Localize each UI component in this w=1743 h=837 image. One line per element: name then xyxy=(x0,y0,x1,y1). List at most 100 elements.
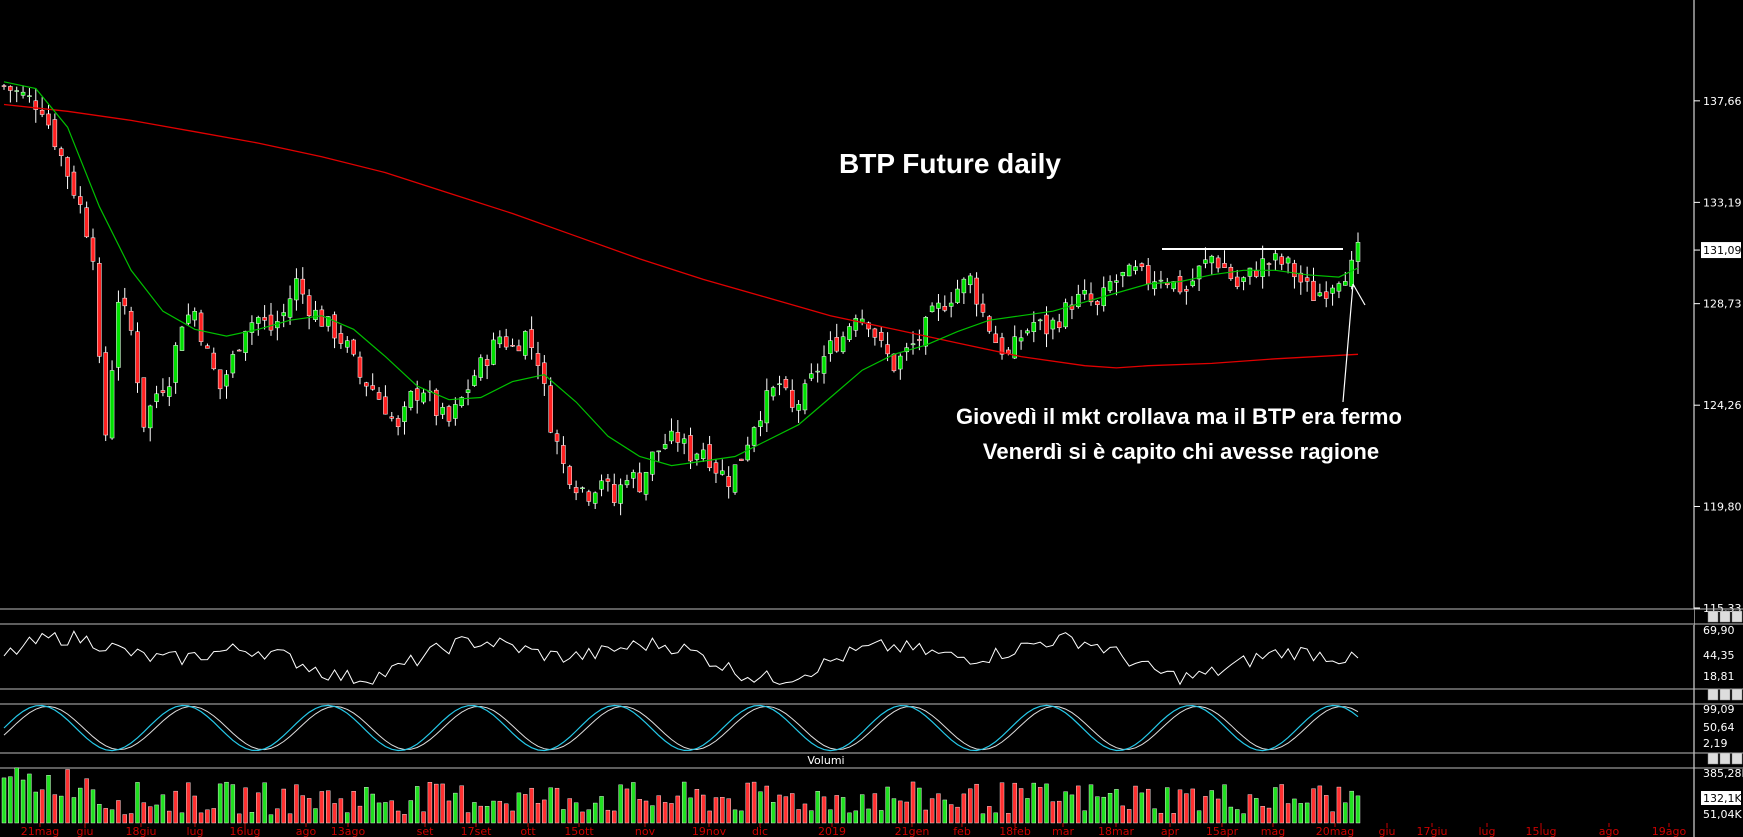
volume-bar xyxy=(586,809,592,824)
rsi-tick-label: 44,35 xyxy=(1703,649,1735,662)
candle-body xyxy=(211,352,217,370)
candle-body xyxy=(961,278,967,294)
date-tick-label: apr xyxy=(1161,825,1180,837)
volume-bar xyxy=(33,791,38,824)
candle-body xyxy=(103,352,108,436)
candle-body xyxy=(370,385,375,390)
volume-bar xyxy=(1298,803,1303,824)
volume-bar xyxy=(364,787,369,824)
panel-window-button[interactable] xyxy=(1707,688,1719,701)
candle-body xyxy=(618,484,623,504)
date-tick-label: 17set xyxy=(461,825,492,837)
candle-body xyxy=(675,432,681,443)
panel-window-button[interactable] xyxy=(1719,610,1731,623)
volume-bar xyxy=(27,773,32,824)
candle-body xyxy=(1304,277,1310,282)
volume-bar xyxy=(554,787,560,824)
volume-bar xyxy=(1082,810,1087,824)
volume-bar xyxy=(510,810,515,824)
volume-bar xyxy=(484,806,490,824)
volume-bar xyxy=(809,810,814,824)
volume-bar xyxy=(1279,784,1284,824)
candle-body xyxy=(408,391,414,408)
volume-bar xyxy=(1107,793,1113,824)
volume-bar xyxy=(1196,810,1202,824)
candle-body xyxy=(1349,259,1354,287)
volume-bar xyxy=(993,812,998,824)
candle-body xyxy=(1292,263,1297,278)
panel-window-button[interactable] xyxy=(1719,752,1731,765)
candle-body xyxy=(472,375,477,386)
candle-body xyxy=(503,336,509,348)
candle-body xyxy=(662,444,668,449)
date-tick-label: 16lug xyxy=(229,825,260,837)
candle-body xyxy=(1,85,7,87)
stochastic-fast-line xyxy=(3,704,1359,752)
volume-bar xyxy=(624,788,630,824)
candle-body xyxy=(198,312,204,342)
panel-window-button[interactable] xyxy=(1731,688,1743,701)
volume-bar xyxy=(1222,784,1227,824)
price-tick-label: 128,73 xyxy=(1703,298,1742,311)
volume-bar xyxy=(414,786,420,824)
date-tick-label: nov xyxy=(635,825,656,837)
candle-body xyxy=(154,393,159,402)
volume-bar xyxy=(669,803,674,824)
candle-body xyxy=(27,95,32,97)
candle-body xyxy=(669,430,674,442)
panel-window-button[interactable] xyxy=(1731,752,1743,765)
candle-body xyxy=(1095,301,1100,305)
volume-bar xyxy=(14,767,19,824)
volume-bar xyxy=(942,799,948,824)
candle-body xyxy=(1228,267,1234,280)
volume-bar xyxy=(815,791,820,824)
candle-body xyxy=(230,354,236,374)
candle-body xyxy=(224,374,229,387)
candle-body xyxy=(1311,280,1316,302)
volume-bar xyxy=(1241,813,1246,824)
volume-bar xyxy=(840,797,846,824)
candle-body xyxy=(1355,242,1361,262)
candle-body xyxy=(491,339,496,365)
panel-window-button[interactable] xyxy=(1707,752,1719,765)
panel-window-button[interactable] xyxy=(1731,610,1743,623)
candle-body xyxy=(440,407,445,415)
volume-bar xyxy=(173,790,178,824)
volume-tick-label: 385,28K xyxy=(1703,767,1743,780)
date-tick-label: mar xyxy=(1052,825,1074,837)
volume-bar xyxy=(751,781,757,824)
candle-body xyxy=(948,302,954,307)
volume-bar xyxy=(116,800,121,824)
volume-bar xyxy=(529,787,534,824)
annotation-arrow-shaft xyxy=(1342,283,1354,403)
volume-bar xyxy=(1330,811,1335,824)
price-tick-label: 119,80 xyxy=(1703,500,1742,513)
candle-body xyxy=(313,309,318,320)
volume-bar xyxy=(179,812,185,824)
candle-body xyxy=(414,388,420,401)
price-tick-label: 124,26 xyxy=(1703,399,1742,412)
volume-bar xyxy=(1292,798,1297,824)
candle-body xyxy=(993,333,998,344)
panel-window-button[interactable] xyxy=(1719,688,1731,701)
candle-body xyxy=(1285,257,1291,264)
volume-bar xyxy=(790,793,795,824)
candle-body xyxy=(516,345,522,352)
volume-bar xyxy=(1266,807,1272,824)
volume-bar xyxy=(71,797,77,824)
candle-body xyxy=(624,480,630,486)
volume-panel: Volumi 385,28K 132,1K 51,04K xyxy=(1,754,1743,824)
candle-body xyxy=(840,336,846,353)
stochastic-panel: 99,09 50,64 2,19 xyxy=(3,703,1735,752)
candle-body xyxy=(58,148,64,157)
date-tick-label: dic xyxy=(752,825,768,837)
candle-body xyxy=(650,451,655,475)
candle-body xyxy=(205,345,210,349)
panel-window-button[interactable] xyxy=(1707,610,1719,623)
volume-bar xyxy=(1324,795,1329,824)
candle-body xyxy=(300,278,306,295)
volume-bar xyxy=(936,793,941,824)
volume-bar xyxy=(1006,813,1011,824)
candle-body xyxy=(529,329,534,348)
volume-bar xyxy=(872,793,878,824)
